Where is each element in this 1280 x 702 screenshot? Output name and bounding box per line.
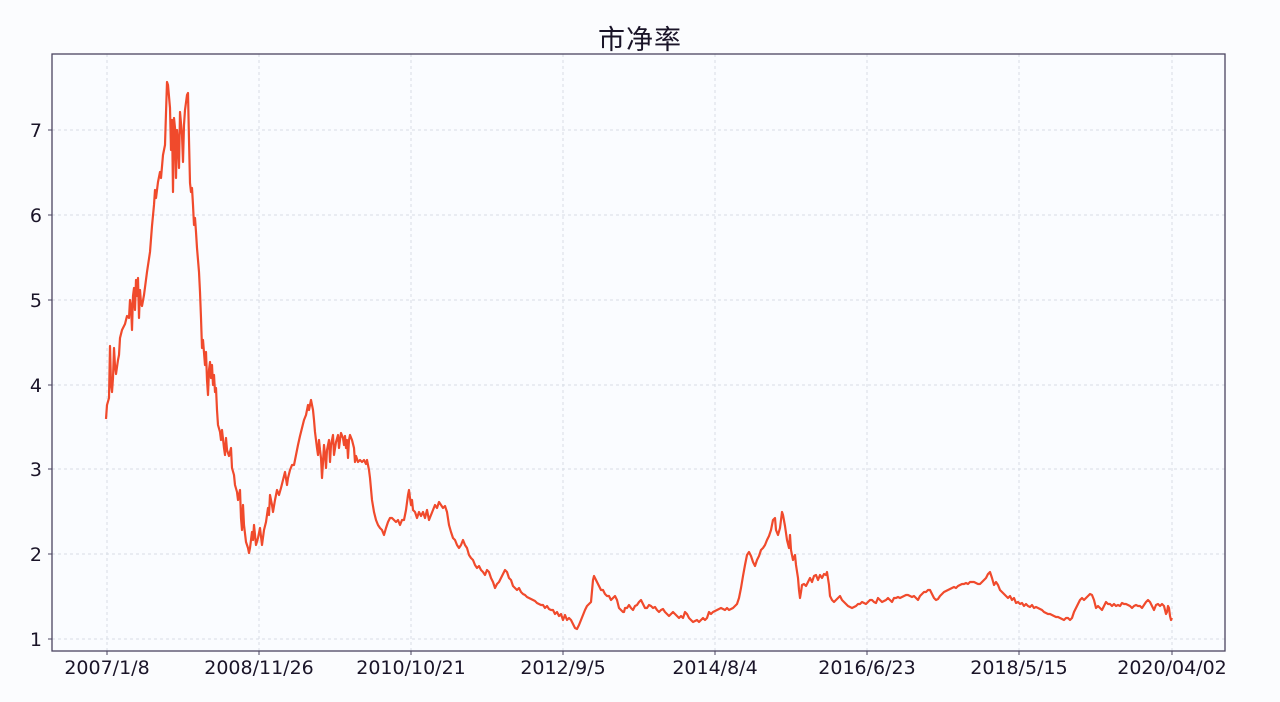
y-tick-marks xyxy=(48,129,52,640)
y-tick-label: 3 xyxy=(30,459,42,481)
x-tick-label: 2016/6/23 xyxy=(818,657,915,679)
y-tick-label: 4 xyxy=(30,375,42,397)
x-tick-label: 2014/8/4 xyxy=(672,657,757,679)
series-line-pb-ratio xyxy=(104,80,1173,631)
y-tick-label: 7 xyxy=(30,120,42,142)
y-axis-labels: 7 6 5 4 3 2 1 xyxy=(30,120,42,651)
x-axis-labels: 2007/1/8 2008/11/26 2010/10/21 2012/9/5 … xyxy=(64,657,1226,679)
x-tick-label: 2012/9/5 xyxy=(520,657,605,679)
y-tick-label: 6 xyxy=(30,205,42,227)
y-tick-label: 1 xyxy=(30,629,42,651)
plot-frame xyxy=(51,53,1226,652)
x-tick-label: 2008/11/26 xyxy=(204,657,314,679)
x-tick-marks xyxy=(106,651,1173,655)
y-tick-label: 2 xyxy=(30,544,42,566)
x-tick-label: 2018/5/15 xyxy=(970,657,1067,679)
plot-area xyxy=(52,54,1225,651)
x-tick-label: 2007/1/8 xyxy=(64,657,149,679)
y-tick-label: 5 xyxy=(30,290,42,312)
x-tick-label: 2020/04/02 xyxy=(1117,657,1227,679)
x-tick-label: 2010/10/21 xyxy=(356,657,466,679)
chart-title: 市净率 xyxy=(598,25,682,56)
